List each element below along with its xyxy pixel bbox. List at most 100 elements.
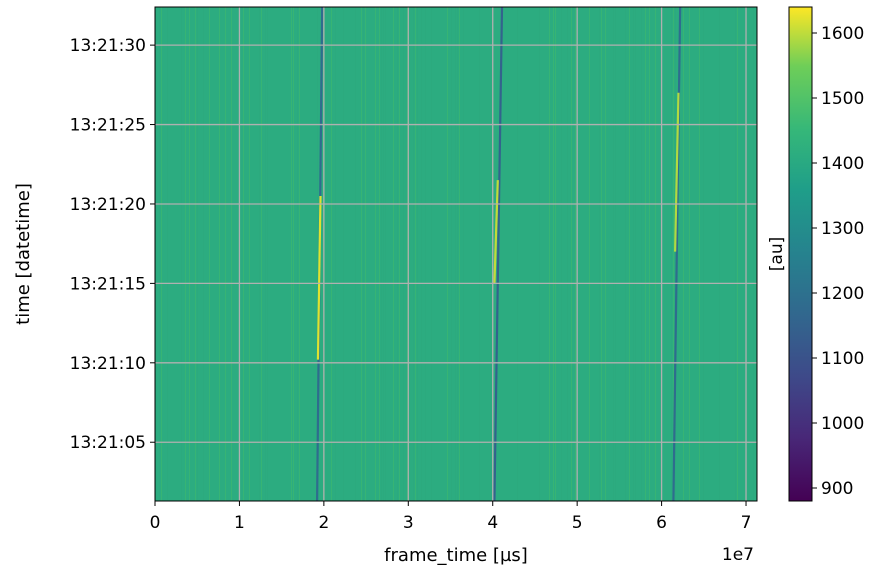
heatmap-texture-stripe bbox=[195, 7, 196, 501]
heatmap-texture-stripe bbox=[381, 7, 382, 501]
heatmap-texture-stripe bbox=[641, 7, 642, 501]
heatmap-texture-stripe bbox=[451, 7, 452, 501]
heatmap-texture-stripe bbox=[675, 7, 676, 501]
heatmap-texture-stripe bbox=[645, 7, 646, 501]
colorbar-gradient bbox=[788, 6, 813, 502]
colorbar-tick-label: 1100 bbox=[821, 349, 864, 369]
heatmap-texture-stripe bbox=[599, 7, 600, 501]
x-tick-label: 4 bbox=[487, 513, 498, 533]
heatmap-texture-stripe bbox=[167, 7, 168, 501]
heatmap-texture-stripe bbox=[243, 7, 244, 501]
heatmap-texture-stripe bbox=[719, 7, 720, 501]
heatmap-texture-stripe bbox=[417, 7, 418, 501]
heatmap-texture-stripe bbox=[203, 7, 204, 501]
heatmap-texture-stripe bbox=[689, 7, 690, 501]
heatmap-texture-stripe bbox=[293, 7, 294, 501]
heatmap-texture-stripe bbox=[553, 7, 554, 501]
colorbar: 900 1000 1100 1200 1300 1400 1500 1600 [au] bbox=[767, 6, 864, 502]
heatmap-texture-stripe bbox=[379, 7, 380, 501]
heatmap-texture-stripe bbox=[463, 7, 464, 501]
heatmap-texture bbox=[159, 7, 754, 501]
heatmap-texture-stripe bbox=[517, 7, 518, 501]
heatmap-texture-stripe bbox=[343, 7, 344, 501]
heatmap-texture-stripe bbox=[753, 7, 754, 501]
colorbar-tick-label: 1600 bbox=[821, 24, 864, 44]
heatmap-texture-stripe bbox=[219, 7, 220, 501]
heatmap-texture-stripe bbox=[355, 7, 356, 501]
heatmap-texture-stripe bbox=[457, 7, 458, 501]
heatmap-feature-streak bbox=[672, 7, 682, 501]
x-axis-label: frame_time [µs] bbox=[384, 545, 528, 566]
heatmap-texture-stripe bbox=[225, 7, 226, 501]
heatmap-texture-stripe bbox=[159, 7, 160, 501]
heatmap-texture-stripe bbox=[549, 7, 550, 501]
x-tick-label: 0 bbox=[150, 513, 161, 533]
plot-frame bbox=[154, 6, 758, 502]
heatmap-texture-stripe bbox=[197, 7, 198, 501]
heatmap-texture-stripe bbox=[335, 7, 336, 501]
heatmap-texture-stripe bbox=[425, 7, 426, 501]
x-tick-label: 5 bbox=[572, 513, 583, 533]
heatmap-texture-stripe bbox=[385, 7, 386, 501]
y-tick-label: 13:21:10 bbox=[70, 354, 146, 374]
heatmap-texture-stripe bbox=[567, 7, 568, 501]
heatmap-texture-stripe bbox=[629, 7, 630, 501]
x-tick-label: 1 bbox=[234, 513, 245, 533]
heatmap-texture-stripe bbox=[735, 7, 736, 501]
y-axis: 13:21:05 13:21:10 13:21:15 13:21:20 13:21:25… bbox=[70, 36, 155, 453]
heatmap-texture-stripe bbox=[421, 7, 422, 501]
heatmap-texture-stripe bbox=[431, 7, 432, 501]
heatmap-texture-stripe bbox=[571, 7, 572, 501]
heatmap-texture-stripe bbox=[249, 7, 250, 501]
heatmap-feature-streak bbox=[316, 196, 322, 360]
heatmap-texture-stripe bbox=[699, 7, 700, 501]
heatmap-texture-stripe bbox=[331, 7, 332, 501]
heatmap-texture-stripe bbox=[625, 7, 626, 501]
heatmap-texture-stripe bbox=[375, 7, 376, 501]
heatmap-texture-stripe bbox=[415, 7, 416, 501]
heatmap-texture-stripe bbox=[383, 7, 384, 501]
colorbar-tick-label: 1500 bbox=[821, 89, 864, 109]
heatmap-texture-stripe bbox=[209, 7, 210, 501]
colorbar-tick-label: 1200 bbox=[821, 284, 864, 304]
x-tick-label: 7 bbox=[741, 513, 752, 533]
y-axis-label: time [datetime] bbox=[13, 183, 34, 325]
heatmap-texture-stripe bbox=[189, 7, 190, 501]
heatmap-texture-stripe bbox=[181, 7, 182, 501]
heatmap-texture-stripe bbox=[365, 7, 366, 501]
heatmap-texture-stripe bbox=[635, 7, 636, 501]
heatmap-texture-stripe bbox=[267, 7, 268, 501]
heatmap-texture-stripe bbox=[575, 7, 576, 501]
heatmap-texture-stripe bbox=[361, 7, 362, 501]
heatmap-plot-area bbox=[154, 6, 758, 502]
heatmap-texture-stripe bbox=[363, 7, 364, 501]
heatmap-features bbox=[316, 7, 682, 501]
x-offset-label: 1e7 bbox=[722, 545, 754, 565]
heatmap-texture-stripe bbox=[447, 7, 448, 501]
heatmap-texture-stripe bbox=[265, 7, 266, 501]
heatmap-texture-stripe bbox=[161, 7, 162, 501]
y-tick-label: 13:21:25 bbox=[70, 116, 146, 136]
colorbar-tick-label: 900 bbox=[821, 479, 853, 499]
grid-lines bbox=[155, 7, 757, 501]
heatmap-texture-stripe bbox=[455, 7, 456, 501]
heatmap-texture-stripe bbox=[299, 7, 300, 501]
heatmap-texture-stripe bbox=[555, 7, 556, 501]
heatmap-texture-stripe bbox=[259, 7, 260, 501]
y-tick-label: 13:21:05 bbox=[70, 433, 146, 453]
y-tick-label: 13:21:15 bbox=[70, 274, 146, 294]
heatmap-texture-stripe bbox=[185, 7, 186, 501]
heatmap-texture-stripe bbox=[561, 7, 562, 501]
heatmap-texture-stripe bbox=[231, 7, 232, 501]
y-tick-label: 13:21:30 bbox=[70, 36, 146, 56]
heatmap-texture-stripe bbox=[683, 7, 684, 501]
heatmap-texture-stripe bbox=[459, 7, 460, 501]
heatmap-feature-streak bbox=[674, 92, 680, 252]
heatmap-texture-stripe bbox=[649, 7, 650, 501]
colorbar-tick-label: 1300 bbox=[821, 219, 864, 239]
colorbar-ticks: 900 1000 1100 1200 1300 1400 1500 1600 bbox=[812, 24, 864, 499]
heatmap-texture-stripe bbox=[615, 7, 616, 501]
heatmap-texture-stripe bbox=[539, 7, 540, 501]
heatmap-texture-stripe bbox=[393, 7, 394, 501]
